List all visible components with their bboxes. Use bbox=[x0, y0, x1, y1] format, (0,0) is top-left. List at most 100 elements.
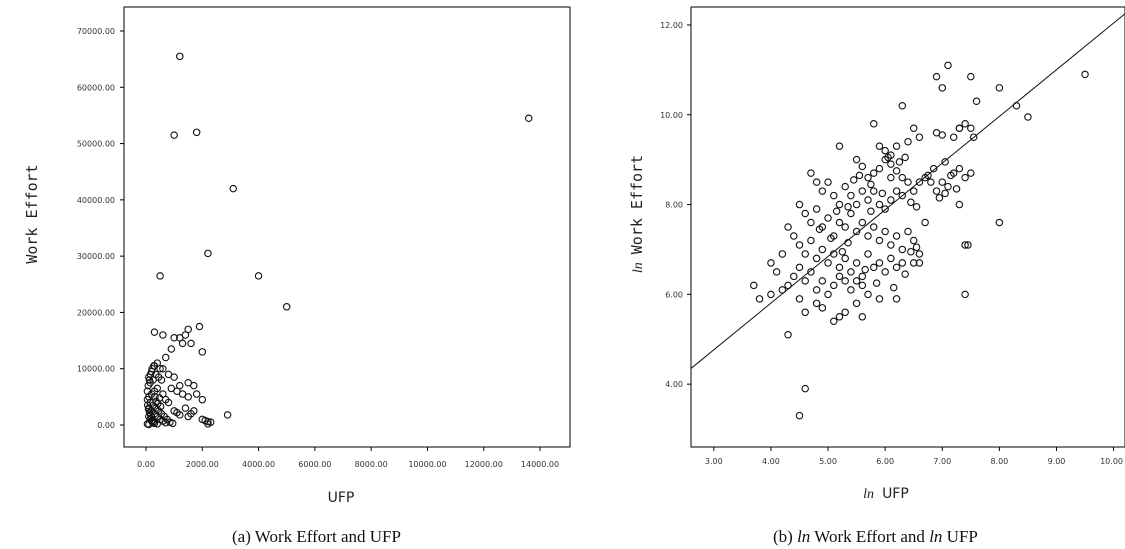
chart-a-point bbox=[282, 303, 291, 311]
chart-b-x-tick-label: 4.00 bbox=[762, 457, 780, 466]
chart-b-point bbox=[967, 124, 975, 132]
chart-b-point bbox=[867, 180, 875, 189]
chart-b-x-axis-label: ln UFP bbox=[863, 486, 909, 502]
chart-b-point bbox=[892, 142, 901, 150]
chart-b-point bbox=[969, 133, 978, 141]
chart-a-y-tick-label: 30000.00 bbox=[77, 252, 115, 261]
chart-b-x-tick-label: 7.00 bbox=[933, 457, 951, 466]
chart-a-point bbox=[156, 364, 164, 373]
chart-b-point bbox=[835, 142, 844, 150]
chart-b-point bbox=[887, 241, 895, 249]
chart-b-point bbox=[864, 290, 872, 299]
chart-b-point bbox=[858, 281, 867, 290]
chart-a-point bbox=[190, 381, 198, 390]
chart-b-point bbox=[847, 268, 855, 276]
chart-a-point bbox=[150, 328, 159, 336]
chart-b-point bbox=[869, 119, 878, 128]
chart-b-caption-ln-2: ln bbox=[929, 527, 942, 546]
chart-b-point bbox=[852, 259, 861, 267]
chart-b-point bbox=[858, 313, 867, 321]
chart-b-point bbox=[887, 196, 895, 204]
chart-a-point bbox=[524, 114, 533, 122]
chart-b-point bbox=[884, 153, 892, 162]
chart-b-point bbox=[915, 259, 924, 267]
chart-b-caption-ln-1: ln bbox=[797, 527, 810, 546]
chart-b-point bbox=[915, 178, 924, 186]
chart-a-point bbox=[187, 339, 195, 348]
chart-b-point bbox=[750, 281, 758, 290]
chart-b-y-tick-label: 8.00 bbox=[665, 201, 683, 210]
chart-b-point bbox=[915, 250, 924, 258]
chart-b-point bbox=[881, 146, 889, 155]
chart-a-point bbox=[198, 395, 207, 404]
chart-b-point bbox=[961, 173, 969, 182]
chart-a-point bbox=[170, 334, 178, 342]
chart-b-point bbox=[892, 187, 901, 195]
chart-b-point bbox=[907, 247, 915, 256]
chart-b-point bbox=[892, 295, 901, 303]
chart-a-y-axis-label: Work Effort bbox=[23, 164, 41, 263]
chart-b-point bbox=[909, 259, 918, 267]
chart-b-point bbox=[812, 299, 821, 308]
chart-b-point bbox=[841, 254, 849, 263]
chart-a-point bbox=[168, 419, 177, 428]
chart-b-point bbox=[904, 137, 912, 146]
chart-b-point bbox=[830, 281, 838, 290]
chart-b-point bbox=[898, 259, 907, 267]
chart-b-point bbox=[807, 268, 815, 276]
chart-b-point bbox=[847, 286, 855, 294]
chart-b-point bbox=[938, 178, 947, 186]
chart-b-point bbox=[818, 277, 827, 285]
chart-a-point bbox=[159, 364, 167, 373]
chart-b-point bbox=[841, 308, 849, 317]
chart-b-point bbox=[912, 243, 921, 251]
chart-b-point bbox=[852, 200, 861, 209]
chart-b-point bbox=[869, 223, 878, 231]
chart-a-point bbox=[178, 339, 187, 348]
chart-b-y-axis-label-ln: ln bbox=[631, 262, 646, 273]
chart-b-point bbox=[784, 223, 792, 231]
chart-b-point bbox=[824, 290, 832, 299]
chart-b-point bbox=[947, 171, 955, 180]
chart-b-point bbox=[932, 72, 941, 81]
chart-b-fit-line bbox=[690, 13, 1125, 369]
chart-b-point bbox=[812, 178, 821, 186]
chart-a-x-tick-label: 14000.00 bbox=[521, 460, 559, 469]
chart-a-point bbox=[170, 373, 178, 381]
chart-b-point bbox=[858, 162, 867, 171]
chart-a-point bbox=[223, 411, 232, 419]
chart-b-point bbox=[898, 191, 907, 200]
chart-b-point bbox=[824, 178, 832, 186]
chart-a-y-tick-label: 10000.00 bbox=[77, 365, 115, 374]
chart-b-point bbox=[961, 119, 969, 128]
chart-b-point bbox=[767, 259, 775, 267]
chart-a-x-tick-label: 2000.00 bbox=[186, 460, 219, 469]
chart-a-point bbox=[167, 345, 176, 353]
chart-b-point bbox=[755, 295, 764, 303]
chart-b-point bbox=[881, 227, 889, 236]
chart-a-y-tick-label: 70000.00 bbox=[77, 27, 115, 36]
chart-a-x-tick-label: 4000.00 bbox=[242, 460, 275, 469]
chart-b-point bbox=[887, 173, 895, 182]
chart-b-point bbox=[924, 171, 932, 180]
chart-b-point bbox=[932, 187, 941, 195]
chart-a-point bbox=[156, 272, 164, 280]
chart-b-point bbox=[898, 102, 907, 110]
chart-b-point bbox=[995, 84, 1004, 92]
chart-b-point bbox=[961, 290, 969, 299]
chart-b-point bbox=[889, 283, 898, 292]
chart-b-point bbox=[949, 133, 958, 141]
chart-b-point bbox=[929, 164, 938, 173]
chart-b-point bbox=[867, 207, 875, 216]
chart-b-point bbox=[855, 171, 864, 180]
chart-a-point bbox=[204, 249, 212, 258]
chart-b-point bbox=[835, 313, 844, 321]
chart-b-x-tick-label: 10.00 bbox=[1100, 457, 1123, 466]
chart-b-point bbox=[818, 245, 827, 254]
chart-b-point bbox=[815, 225, 824, 233]
chart-b-x-tick-label: 6.00 bbox=[876, 457, 894, 466]
chart-b-point bbox=[841, 223, 849, 231]
chart-b-point bbox=[875, 200, 884, 209]
chart-b-x-tick-label: 8.00 bbox=[990, 457, 1008, 466]
chart-a-point bbox=[195, 322, 204, 331]
